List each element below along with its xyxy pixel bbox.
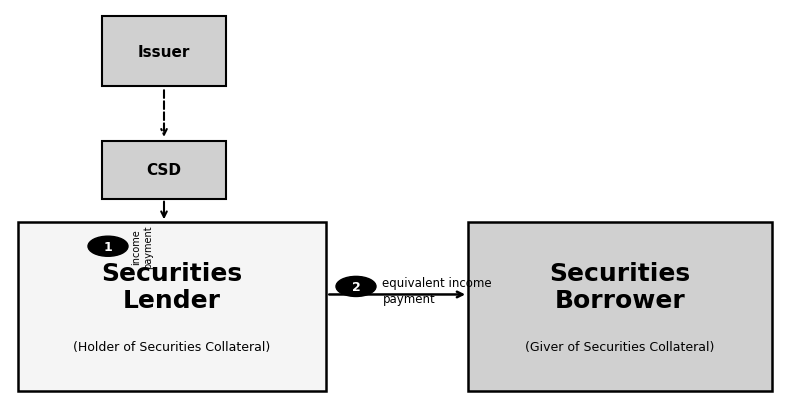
Circle shape [88, 237, 128, 257]
FancyBboxPatch shape [102, 17, 226, 87]
FancyBboxPatch shape [468, 223, 772, 391]
Text: (Holder of Securities Collateral): (Holder of Securities Collateral) [74, 340, 270, 353]
Circle shape [336, 277, 376, 297]
Text: Issuer: Issuer [138, 45, 190, 60]
Text: payment: payment [382, 292, 435, 305]
Text: CSD: CSD [146, 163, 182, 178]
Text: Securities
Borrower: Securities Borrower [550, 261, 690, 312]
FancyBboxPatch shape [18, 223, 326, 391]
Text: 1: 1 [104, 240, 112, 253]
Text: 2: 2 [352, 280, 360, 293]
FancyBboxPatch shape [102, 142, 226, 200]
Text: income
payment: income payment [131, 225, 154, 268]
Text: Securities
Lender: Securities Lender [102, 261, 242, 312]
Text: equivalent income: equivalent income [382, 276, 492, 289]
Text: (Giver of Securities Collateral): (Giver of Securities Collateral) [526, 340, 714, 353]
